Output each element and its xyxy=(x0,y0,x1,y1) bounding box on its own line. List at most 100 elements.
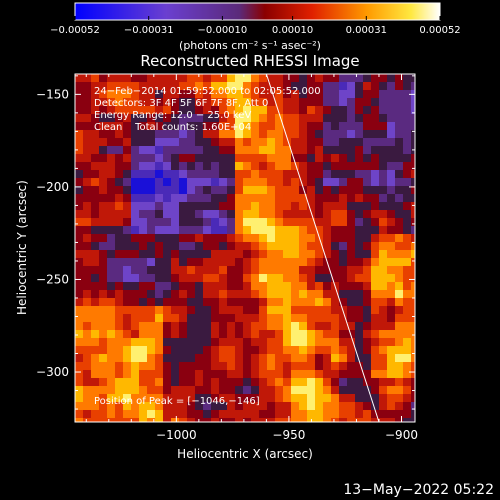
heatmap-cell xyxy=(371,194,379,202)
heatmap-cell xyxy=(235,82,243,90)
heatmap-cell xyxy=(91,298,99,306)
heatmap-cell xyxy=(259,330,267,338)
heatmap-cell xyxy=(243,114,251,122)
heatmap-cell xyxy=(307,266,315,274)
heatmap-cell xyxy=(179,370,187,378)
heatmap-cell xyxy=(411,322,415,330)
heatmap-cell xyxy=(283,274,291,282)
heatmap-cell xyxy=(267,402,275,410)
heatmap-cell xyxy=(139,370,147,378)
heatmap-cell xyxy=(75,330,83,338)
heatmap-cell xyxy=(403,274,411,282)
heatmap-cell xyxy=(83,298,91,306)
heatmap-cell xyxy=(131,218,139,226)
heatmap-cell xyxy=(91,378,99,386)
heatmap-cell xyxy=(115,402,123,410)
heatmap-cell xyxy=(107,266,115,274)
heatmap-cell xyxy=(219,74,227,82)
heatmap-cell xyxy=(387,202,395,210)
heatmap-cell xyxy=(211,330,219,338)
heatmap-cell xyxy=(131,266,139,274)
heatmap-cell xyxy=(259,106,267,114)
heatmap-cell xyxy=(299,98,307,106)
heatmap-cell xyxy=(243,154,251,162)
heatmap-cell xyxy=(243,258,251,266)
heatmap-cell xyxy=(259,250,267,258)
heatmap-cell xyxy=(235,258,243,266)
heatmap-cell xyxy=(235,162,243,170)
colorbar-ticks: −0.00052 −0.00031 −0.00010 0.00010 0.00031 0.… xyxy=(50,16,461,36)
heatmap-cell xyxy=(115,394,123,402)
heatmap-cell xyxy=(131,234,139,242)
heatmap-cell xyxy=(91,130,99,138)
chart-title: Reconstructed RHESSI Image xyxy=(140,52,360,70)
heatmap-cell xyxy=(163,90,171,98)
heatmap-cell xyxy=(291,218,299,226)
heatmap-cell xyxy=(147,162,155,170)
heatmap-cell xyxy=(331,402,339,410)
heatmap-cell xyxy=(147,338,155,346)
heatmap-cell xyxy=(395,402,403,410)
heatmap-cell xyxy=(187,402,195,410)
heatmap-cell xyxy=(203,186,211,194)
heatmap-cell xyxy=(387,330,395,338)
heatmap-cell xyxy=(339,354,347,362)
heatmap-cell xyxy=(91,194,99,202)
heatmap-cell xyxy=(395,210,403,218)
heatmap-cell xyxy=(275,234,283,242)
heatmap-cell xyxy=(395,386,403,394)
heatmap-cell xyxy=(403,234,411,242)
y-axis-label: Heliocentric Y (arcsec) xyxy=(15,180,29,316)
heatmap-cell xyxy=(379,202,387,210)
heatmap-cell xyxy=(251,210,259,218)
heatmap-cell xyxy=(123,178,131,186)
heatmap-cell xyxy=(227,298,235,306)
heatmap-cell xyxy=(179,82,187,90)
heatmap-cell xyxy=(331,298,339,306)
heatmap-cell xyxy=(171,394,179,402)
heatmap-cell xyxy=(323,242,331,250)
heatmap-cell xyxy=(195,162,203,170)
heatmap-cell xyxy=(227,74,235,82)
heatmap-cell xyxy=(251,194,259,202)
heatmap-cell xyxy=(227,306,235,314)
heatmap-cell xyxy=(107,402,115,410)
heatmap-cell xyxy=(363,266,371,274)
heatmap-cell xyxy=(115,178,123,186)
y-tick-label: −150 xyxy=(36,87,69,101)
heatmap-cell xyxy=(347,210,355,218)
heatmap-cell xyxy=(163,266,171,274)
heatmap-cell xyxy=(379,322,387,330)
heatmap-cell xyxy=(99,282,107,290)
heatmap-cell xyxy=(315,202,323,210)
heatmap-cell xyxy=(275,114,283,122)
heatmap-cell xyxy=(275,74,283,82)
heatmap-cell xyxy=(275,194,283,202)
heatmap-cell xyxy=(251,266,259,274)
heatmap-cell xyxy=(403,402,411,410)
heatmap-cell xyxy=(195,346,203,354)
heatmap-cell xyxy=(363,178,371,186)
heatmap-cell xyxy=(139,178,147,186)
heatmap-cell xyxy=(163,218,171,226)
heatmap-cell xyxy=(139,226,147,234)
heatmap-cell xyxy=(203,170,211,178)
heatmap-cell xyxy=(347,290,355,298)
heatmap-cell xyxy=(139,338,147,346)
heatmap-cell xyxy=(275,394,283,402)
heatmap-cell xyxy=(395,362,403,370)
heatmap-cell xyxy=(91,386,99,394)
heatmap-cell xyxy=(323,306,331,314)
heatmap-cell xyxy=(379,226,387,234)
heatmap-cell xyxy=(187,146,195,154)
heatmap-cell xyxy=(379,138,387,146)
heatmap-cell xyxy=(251,402,259,410)
heatmap-cell xyxy=(219,410,227,418)
heatmap-cell xyxy=(99,410,107,418)
heatmap-cell xyxy=(243,186,251,194)
heatmap-cell xyxy=(259,418,267,422)
heatmap-cell xyxy=(395,314,403,322)
heatmap-cell xyxy=(187,98,195,106)
heatmap-cell xyxy=(171,418,179,422)
heatmap-cell xyxy=(251,282,259,290)
